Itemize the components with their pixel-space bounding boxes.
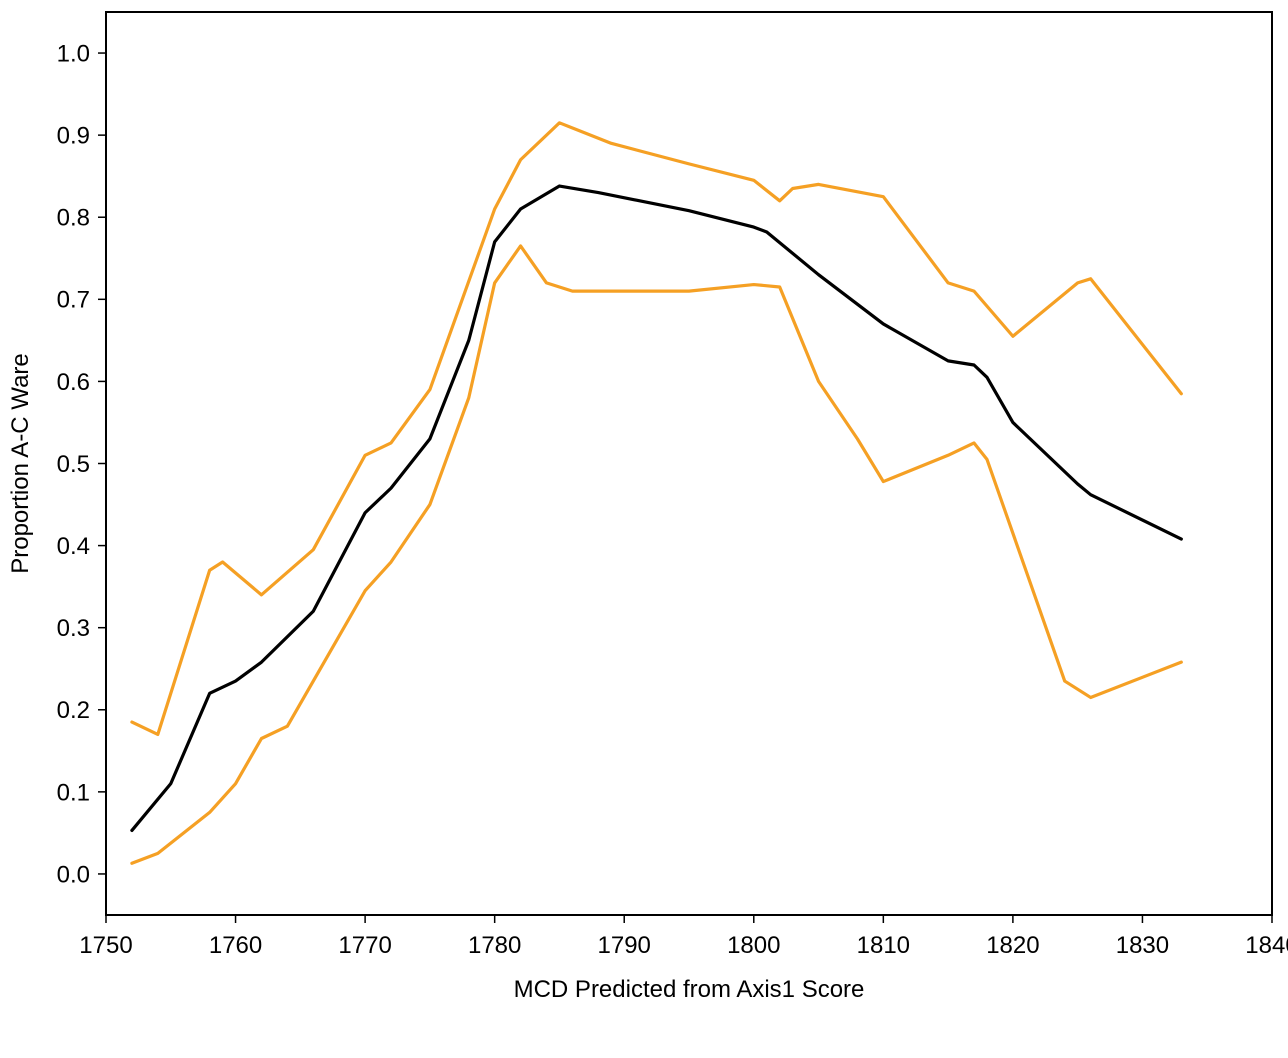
y-tick-label: 0.9 <box>57 123 90 150</box>
y-tick-label: 0.1 <box>57 779 90 806</box>
y-tick-label: 0.2 <box>57 697 90 724</box>
x-tick-label: 1800 <box>727 932 780 959</box>
x-tick-label: 1810 <box>857 932 910 959</box>
x-tick-label: 1830 <box>1116 932 1169 959</box>
y-tick-label: 0.8 <box>57 205 90 232</box>
x-tick-label: 1750 <box>79 932 132 959</box>
x-tick-label: 1790 <box>598 932 651 959</box>
y-tick-label: 0.0 <box>57 861 90 888</box>
x-tick-label: 1770 <box>338 932 391 959</box>
y-tick-label: 1.0 <box>57 40 90 67</box>
y-tick-label: 0.3 <box>57 615 90 642</box>
chart-container: 1750 1760 1770 1780 1790 1800 1810 1820 1830 1840… <box>0 0 1288 1058</box>
x-tick-label: 1840 <box>1245 932 1288 959</box>
x-tick-label: 1820 <box>986 932 1039 959</box>
x-axis-label: MCD Predicted from Axis1 Score <box>514 976 865 1003</box>
y-tick-label: 0.6 <box>57 369 90 396</box>
line-chart: 1750 1760 1770 1780 1790 1800 1810 1820 1830 1840… <box>0 0 1288 1053</box>
y-tick-label: 0.5 <box>57 451 90 478</box>
plot-area <box>106 12 1272 915</box>
x-tick-label: 1760 <box>209 932 262 959</box>
x-tick-label: 1780 <box>468 932 521 959</box>
y-axis-label: Proportion A-C Ware <box>7 353 34 574</box>
y-tick-label: 0.4 <box>57 533 90 560</box>
y-tick-label: 0.7 <box>57 287 90 314</box>
